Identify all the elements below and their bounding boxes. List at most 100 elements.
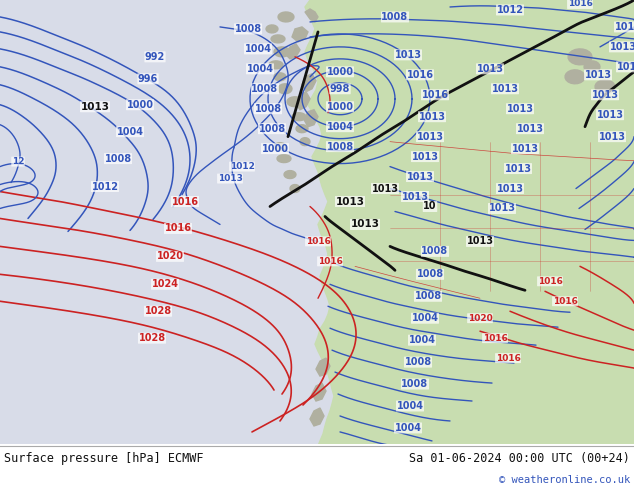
Text: 1016: 1016: [616, 62, 634, 72]
Text: 1016: 1016: [538, 277, 562, 286]
Text: 1013: 1013: [467, 236, 493, 246]
Text: 1008: 1008: [422, 246, 449, 256]
Polygon shape: [302, 74, 316, 92]
Text: 1008: 1008: [417, 270, 444, 279]
Polygon shape: [287, 97, 303, 107]
Text: 1004: 1004: [396, 401, 424, 411]
Polygon shape: [312, 383, 326, 401]
Text: 1016: 1016: [496, 354, 521, 363]
Polygon shape: [304, 110, 318, 127]
Polygon shape: [296, 125, 308, 133]
Text: 1013: 1013: [217, 174, 242, 183]
Text: 1008: 1008: [382, 12, 408, 22]
Text: 1008: 1008: [327, 142, 354, 151]
Text: 1013: 1013: [351, 220, 380, 229]
Polygon shape: [274, 73, 286, 81]
Text: 1016: 1016: [422, 90, 448, 100]
Polygon shape: [284, 171, 296, 178]
Text: Surface pressure [hPa] ECMWF: Surface pressure [hPa] ECMWF: [4, 452, 204, 465]
Text: 1013: 1013: [597, 110, 623, 120]
Text: 1013: 1013: [585, 70, 612, 80]
Text: 1004: 1004: [117, 127, 143, 137]
Polygon shape: [310, 408, 324, 426]
Text: 1013: 1013: [418, 112, 446, 122]
Text: 1013: 1013: [609, 42, 634, 52]
Text: 1004: 1004: [408, 335, 436, 345]
Polygon shape: [292, 113, 306, 121]
Text: 1013: 1013: [507, 104, 533, 114]
Text: 1013: 1013: [417, 132, 444, 142]
Text: 1028: 1028: [138, 333, 165, 343]
Text: 1008: 1008: [235, 24, 262, 34]
Text: 1008: 1008: [404, 357, 432, 367]
Text: 1000: 1000: [261, 144, 288, 154]
Polygon shape: [316, 358, 330, 376]
Text: © weatheronline.co.uk: © weatheronline.co.uk: [499, 475, 630, 485]
Text: 1016: 1016: [318, 257, 342, 266]
Text: 1024: 1024: [152, 279, 179, 289]
Polygon shape: [271, 35, 285, 43]
Text: 1004: 1004: [327, 122, 354, 132]
Text: 1013: 1013: [335, 196, 365, 206]
Text: 998: 998: [330, 84, 350, 94]
Text: 1013: 1013: [489, 203, 515, 214]
Polygon shape: [565, 70, 585, 84]
Polygon shape: [595, 80, 615, 94]
Text: 1013: 1013: [394, 50, 422, 60]
Text: 1012: 1012: [91, 181, 119, 192]
Text: 1013: 1013: [598, 132, 626, 142]
Text: 1013: 1013: [81, 102, 110, 112]
Polygon shape: [277, 155, 291, 163]
Text: 1020: 1020: [468, 314, 493, 323]
Text: 1016: 1016: [567, 0, 592, 8]
Text: 1012: 1012: [496, 5, 524, 15]
Text: 1008: 1008: [252, 84, 278, 94]
Polygon shape: [568, 26, 612, 58]
Text: 1013: 1013: [496, 184, 524, 194]
Polygon shape: [540, 2, 580, 32]
Text: 1008: 1008: [401, 379, 429, 389]
Polygon shape: [568, 49, 592, 65]
Text: 1012: 1012: [230, 162, 254, 171]
Polygon shape: [290, 185, 300, 193]
Text: 1000: 1000: [327, 67, 354, 77]
Text: 1008: 1008: [415, 291, 441, 301]
Text: 1004: 1004: [247, 64, 273, 74]
Text: 1004: 1004: [411, 313, 439, 323]
Polygon shape: [269, 61, 283, 69]
Polygon shape: [585, 75, 615, 98]
Text: 1000: 1000: [127, 100, 153, 110]
Text: 1013: 1013: [401, 192, 429, 201]
Text: 1013: 1013: [512, 144, 538, 154]
Text: 996: 996: [138, 74, 158, 84]
Polygon shape: [266, 25, 278, 33]
Text: 1013: 1013: [505, 164, 531, 173]
Polygon shape: [305, 9, 318, 22]
Polygon shape: [570, 92, 610, 122]
Text: 1016: 1016: [164, 223, 191, 233]
Text: 1016: 1016: [482, 334, 507, 343]
Polygon shape: [584, 61, 600, 73]
Text: 1016: 1016: [553, 297, 578, 306]
Text: 1013: 1013: [477, 64, 503, 74]
Text: 1008: 1008: [105, 153, 132, 164]
Text: 1013: 1013: [592, 90, 619, 100]
Polygon shape: [550, 14, 600, 50]
Polygon shape: [278, 12, 294, 22]
Text: 1008: 1008: [254, 104, 281, 114]
Text: 1016: 1016: [172, 196, 198, 206]
Polygon shape: [292, 27, 308, 42]
Text: 1013: 1013: [517, 123, 543, 134]
Polygon shape: [592, 113, 628, 141]
Text: 1013: 1013: [491, 84, 519, 94]
Text: 1004: 1004: [394, 423, 422, 433]
Text: 10: 10: [424, 201, 437, 212]
Text: 1013: 1013: [406, 172, 434, 182]
Text: 1004: 1004: [245, 44, 271, 54]
Polygon shape: [274, 47, 290, 57]
Text: 1016: 1016: [406, 70, 434, 80]
Polygon shape: [300, 138, 310, 146]
Text: 1016: 1016: [306, 237, 330, 246]
Polygon shape: [285, 44, 300, 59]
Polygon shape: [295, 92, 310, 110]
